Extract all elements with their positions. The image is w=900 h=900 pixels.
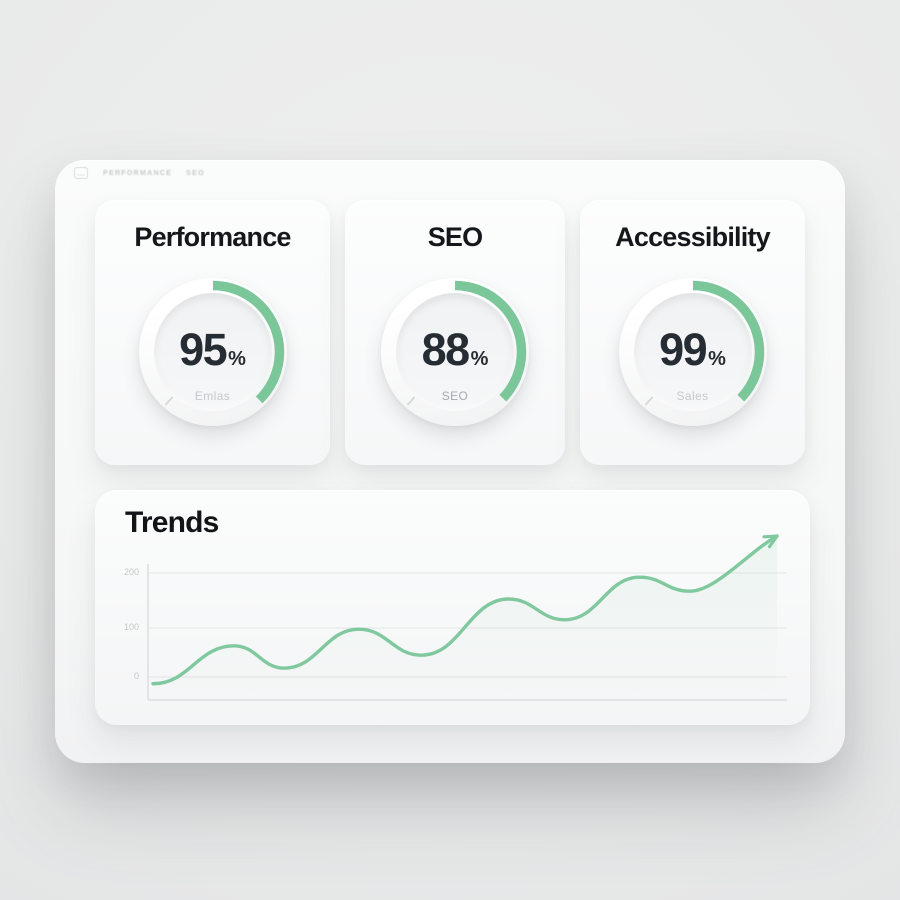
dashboard-panel: PERFORMANCE SEO Performance 95 % Emlas xyxy=(55,160,845,763)
ghost-label-performance: PERFORMANCE xyxy=(103,169,173,177)
ghost-label-seo: SEO xyxy=(186,169,205,177)
trends-card: Trends 200 100 0 xyxy=(95,490,810,725)
card-accessibility: Accessibility 99 % Sales xyxy=(580,200,805,465)
score-value: 99 xyxy=(659,323,708,375)
gauge-sublabel: Sales xyxy=(676,389,709,403)
percent-sign: % xyxy=(708,347,726,370)
y-axis-tick-100: 100 xyxy=(123,622,139,632)
card-title: Accessibility xyxy=(615,222,770,252)
gauge-sublabel: SEO xyxy=(441,389,469,403)
gauge-sublabel: Emlas xyxy=(194,389,231,403)
trends-line-chart xyxy=(147,534,787,701)
trends-title: Trends xyxy=(125,506,219,539)
window-icon xyxy=(73,166,89,180)
percent-sign: % xyxy=(470,347,489,370)
gauge-arc xyxy=(383,280,527,424)
score-cards-row: Performance 95 % Emlas SEO xyxy=(95,200,805,465)
gauge-value: 88 % xyxy=(381,278,529,426)
gauge-hole xyxy=(396,293,514,411)
gauge-hole xyxy=(153,293,272,411)
gauge-hole xyxy=(633,293,752,411)
percent-sign: % xyxy=(228,347,246,370)
card-performance: Performance 95 % Emlas xyxy=(95,200,330,465)
card-title: SEO xyxy=(427,222,483,252)
performance-gauge: 95 % Emlas xyxy=(138,278,287,426)
score-value: 88 xyxy=(421,323,471,375)
seo-gauge: 88 % SEO xyxy=(381,278,529,426)
gauge-arc xyxy=(141,280,284,424)
trend-arrowhead xyxy=(762,534,779,549)
card-seo: SEO 88 % SEO xyxy=(345,200,565,465)
gauge-value: 95 % xyxy=(139,278,287,426)
accessibility-gauge: 99 % Sales xyxy=(618,278,767,426)
gauge-arc xyxy=(621,280,764,424)
trend-line xyxy=(151,534,779,686)
trend-area-fill xyxy=(153,536,777,696)
y-axis-tick-0: 0 xyxy=(133,671,139,681)
y-axis-tick-200: 200 xyxy=(123,567,139,577)
ghost-header: PERFORMANCE SEO xyxy=(73,165,205,181)
score-value: 95 xyxy=(179,323,228,375)
gauge-value: 99 % xyxy=(619,278,767,426)
card-title: Performance xyxy=(134,222,291,252)
